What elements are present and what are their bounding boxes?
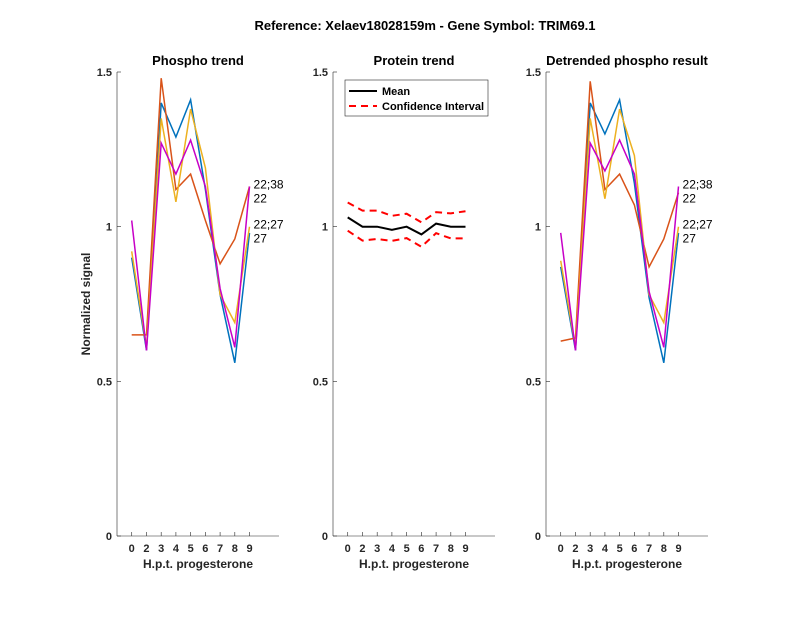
legend: Mean Confidence Interval	[344, 79, 489, 117]
end-label-22-27: 22;27	[683, 218, 713, 232]
x-tick-label: 6	[418, 543, 424, 555]
end-label-22-38: 22;38	[683, 177, 713, 191]
x-tick-label: 7	[433, 543, 439, 555]
x-tick-label: 8	[232, 543, 238, 555]
x-tick-label: 8	[448, 543, 454, 555]
y-tick-label: 0.5	[97, 376, 112, 388]
x-tick-label: 9	[246, 543, 252, 555]
y-tick-label: 1.5	[97, 67, 112, 79]
legend-box	[344, 79, 489, 117]
axes-title: Phospho trend	[152, 53, 244, 68]
x-tick-label: 0	[345, 543, 351, 555]
x-tick-label: 6	[631, 543, 637, 555]
series-line-confidence-interval	[347, 201, 466, 224]
x-tick-label: 7	[646, 543, 652, 555]
x-axis-label: H.p.t. progesterone	[359, 557, 469, 571]
y-tick-label: 0.5	[526, 376, 541, 388]
y-tick-label: 1	[106, 222, 112, 234]
series-line-22-38	[131, 78, 251, 336]
axes-title: Detrended phospho result	[546, 53, 708, 68]
y-tick-label: 1	[535, 222, 541, 234]
end-label-22-38: 22;38	[254, 177, 284, 191]
x-tick-label: 0	[129, 543, 135, 555]
x-tick-label: 0	[558, 543, 564, 555]
x-tick-label: 2	[359, 543, 365, 555]
y-tick-label: 1.5	[313, 67, 328, 79]
series-line-confidence-interval-lower	[347, 229, 466, 249]
end-label-27: 27	[254, 232, 268, 246]
x-tick-label: 5	[404, 543, 410, 555]
series-line-27	[130, 137, 251, 351]
legend-label-mean: Mean	[382, 86, 410, 98]
y-tick-label: 1	[322, 222, 328, 234]
x-tick-label: 9	[675, 543, 681, 555]
x-tick-label: 4	[389, 543, 396, 555]
x-tick-label: 2	[143, 543, 149, 555]
y-tick-label: 0.5	[313, 376, 328, 388]
series-line-27	[559, 138, 680, 351]
x-tick-label: 7	[217, 543, 223, 555]
x-tick-label: 5	[617, 543, 623, 555]
y-axis-label: Normalized signal	[79, 253, 93, 356]
x-axis-label: H.p.t. progesterone	[572, 557, 682, 571]
series-line-mean	[347, 216, 466, 236]
x-tick-label: 2	[572, 543, 578, 555]
axes-title: Protein trend	[374, 53, 455, 68]
end-label-22: 22	[683, 191, 697, 205]
end-label-27: 27	[683, 232, 697, 246]
x-tick-label: 8	[661, 543, 667, 555]
series-line-22-38	[560, 81, 680, 342]
x-tick-label: 6	[202, 543, 208, 555]
end-label-22-27: 22;27	[254, 218, 284, 232]
figure-suptitle: Reference: Xelaev18028159m - Gene Symbol…	[254, 18, 595, 33]
end-label-22: 22	[254, 191, 268, 205]
x-tick-label: 3	[158, 543, 164, 555]
y-tick-label: 0	[106, 531, 112, 543]
x-axis-label: H.p.t. progesterone	[143, 557, 253, 571]
legend-label-confidence-interval: Confidence Interval	[382, 101, 484, 113]
x-tick-label: 9	[462, 543, 468, 555]
x-tick-label: 3	[587, 543, 593, 555]
y-tick-label: 0	[322, 531, 328, 543]
x-tick-label: 3	[374, 543, 380, 555]
y-tick-label: 1.5	[526, 67, 541, 79]
x-tick-label: 4	[602, 543, 609, 555]
y-tick-label: 0	[535, 531, 541, 543]
x-tick-label: 4	[173, 543, 180, 555]
x-tick-label: 5	[188, 543, 194, 555]
